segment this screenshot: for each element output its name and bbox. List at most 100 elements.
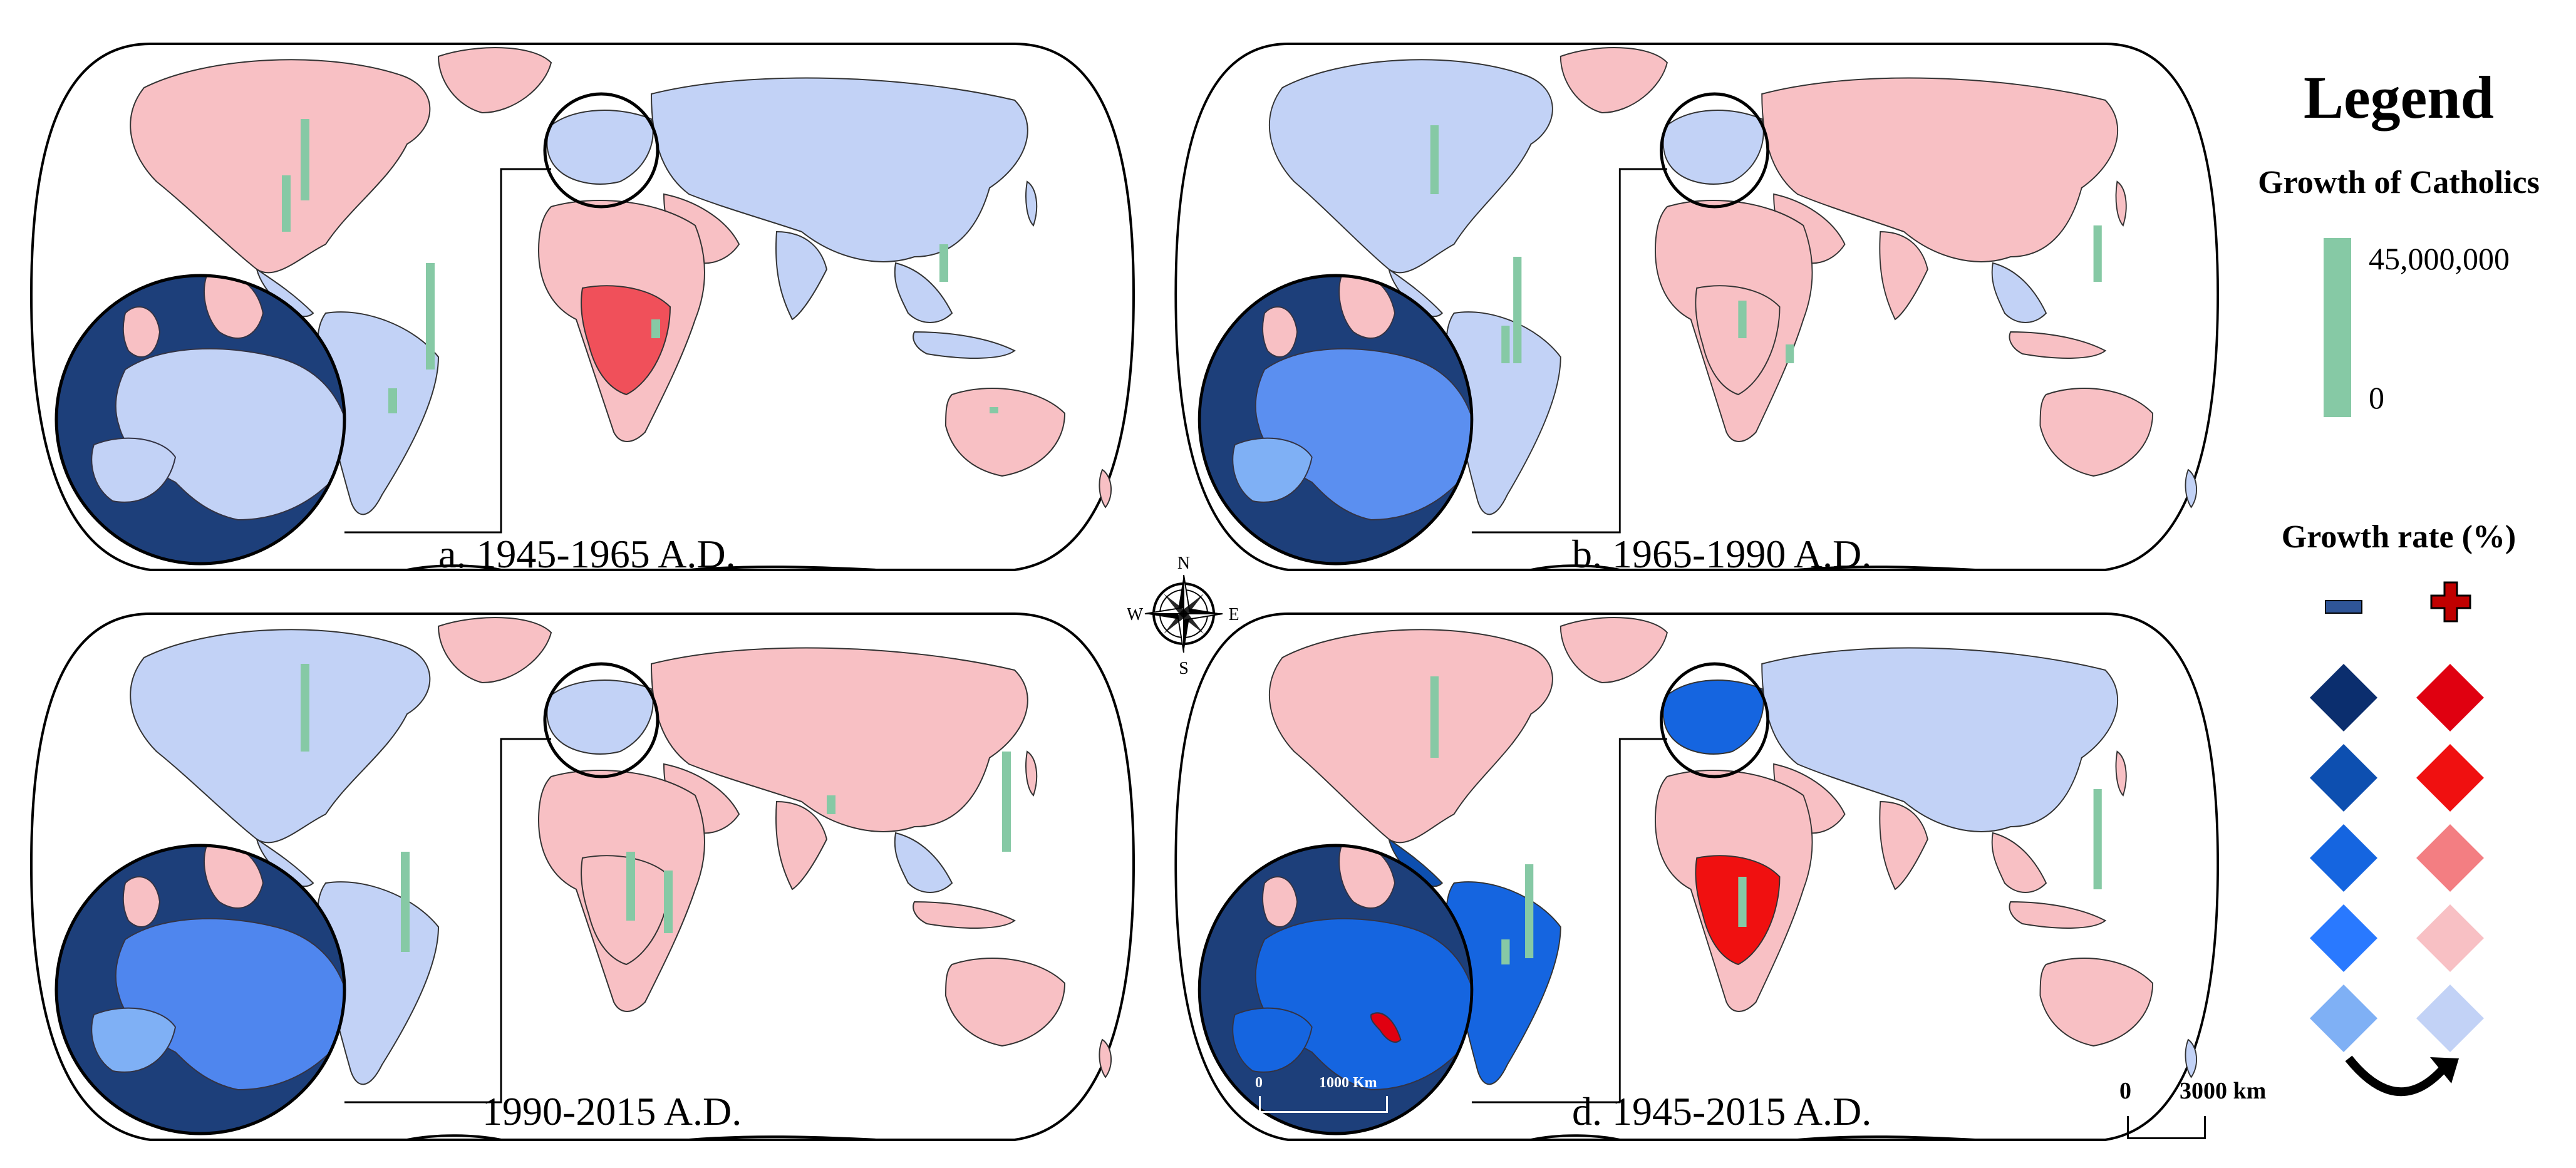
world-map-a bbox=[29, 43, 1135, 571]
diamond-positive-1 bbox=[2416, 664, 2484, 731]
legend-min-label: 0 bbox=[2369, 380, 2384, 415]
region-japan bbox=[1025, 750, 1038, 797]
map-panel-d: d. 1945-2015 A.D. 0 1000 Km bbox=[1146, 589, 2230, 1165]
diamond-negative-2 bbox=[2310, 744, 2377, 812]
region-nz bbox=[2185, 1038, 2198, 1078]
growth-rate-diamonds bbox=[2310, 664, 2484, 1052]
curved-arrow-icon bbox=[2345, 1055, 2459, 1097]
region-indonesia bbox=[2009, 331, 2107, 359]
europe-inset-map bbox=[1199, 845, 1472, 1134]
compass-n: N bbox=[1177, 554, 1190, 573]
diamond-negative-1 bbox=[2310, 664, 2377, 731]
region-namerica bbox=[1268, 59, 1553, 274]
catholic-growth-bar-6 bbox=[1785, 344, 1794, 363]
region-europe bbox=[1662, 110, 1764, 185]
inset-scale-zero: 0 bbox=[1255, 1075, 1263, 1091]
catholic-growth-bar-4 bbox=[2093, 225, 2102, 282]
diamond-negative-5 bbox=[2310, 985, 2377, 1052]
inset-border bbox=[54, 844, 346, 1135]
region-indonesia bbox=[2009, 901, 2107, 929]
catholic-growth-bar-1 bbox=[1430, 125, 1439, 194]
region-japan bbox=[1025, 180, 1038, 227]
catholic-growth-bar-2 bbox=[401, 852, 410, 952]
region-europe bbox=[546, 110, 654, 185]
catholic-growth-bar-5 bbox=[1738, 301, 1747, 338]
inset-border bbox=[54, 274, 346, 566]
antarctica-outline bbox=[406, 1134, 877, 1141]
diamond-positive-2 bbox=[2416, 744, 2484, 812]
region-greenland bbox=[437, 617, 552, 684]
catholic-growth-bar-5 bbox=[1002, 752, 1011, 852]
inset-border bbox=[1197, 844, 1474, 1135]
region-asia bbox=[650, 647, 1028, 832]
inset-scale-d: 0 1000 Km bbox=[1255, 1075, 1409, 1121]
region-india bbox=[775, 800, 828, 891]
region-nz bbox=[1099, 468, 1112, 509]
region-india bbox=[1879, 800, 1928, 891]
region-camerica bbox=[256, 267, 314, 318]
catholic-growth-bar-2 bbox=[1525, 864, 1534, 958]
catholic-growth-bar-1 bbox=[301, 664, 309, 752]
region-seasia bbox=[894, 262, 953, 323]
legend-growth-catholics-title: Growth of Catholics bbox=[2258, 165, 2540, 200]
inset-connector bbox=[1471, 168, 1667, 534]
scale-distance: 3000 km bbox=[2180, 1078, 2267, 1104]
region-camerica bbox=[256, 837, 314, 887]
diamond-negative-3 bbox=[2310, 824, 2377, 892]
diamond-positive-5 bbox=[2416, 985, 2484, 1052]
region-namerica bbox=[130, 59, 431, 274]
region-seasia bbox=[1991, 832, 2047, 893]
region-japan bbox=[2115, 750, 2127, 797]
inset-connector bbox=[344, 168, 551, 534]
region-centralAfrica bbox=[1695, 285, 1781, 396]
map-panel-a: a. 1945-1965 A.D. bbox=[0, 19, 1146, 595]
diamond-negative-4 bbox=[2310, 904, 2377, 972]
region-india bbox=[1879, 230, 1928, 321]
antarctica-outline bbox=[1531, 1134, 1975, 1141]
region-australia bbox=[2039, 388, 2154, 477]
europe-highlight-circle bbox=[1660, 92, 1769, 209]
catholic-growth-bar-1 bbox=[1430, 676, 1439, 758]
plus-icon bbox=[2430, 581, 2471, 623]
catholic-growth-bar-3 bbox=[1501, 326, 1510, 363]
legend-title: Legend bbox=[2303, 64, 2495, 131]
region-centralAfrica bbox=[1695, 855, 1781, 966]
region-camerica bbox=[1388, 267, 1444, 318]
panel-label-d: d. 1945-2015 A.D. bbox=[1572, 1089, 1872, 1134]
europe-inset-map bbox=[56, 845, 344, 1134]
antarctica-outline bbox=[1531, 564, 1975, 571]
region-indonesia bbox=[913, 331, 1016, 359]
legend: Legend Growth of Catholics 45,000,000 0 … bbox=[2230, 25, 2568, 1152]
compass-e: E bbox=[1228, 605, 1239, 624]
legend-max-label: 45,000,000 bbox=[2369, 241, 2510, 276]
europe-highlight-circle bbox=[1660, 662, 1769, 778]
region-asia bbox=[1761, 77, 2119, 262]
region-australia bbox=[944, 388, 1066, 477]
europe-highlight-circle bbox=[543, 662, 660, 778]
catholic-growth-bar-3 bbox=[1738, 877, 1747, 927]
region-namerica bbox=[1268, 629, 1553, 844]
region-japan bbox=[2115, 180, 2127, 227]
antarctica-outline bbox=[406, 564, 877, 571]
catholic-growth-bar-5 bbox=[939, 244, 948, 282]
panel-label-b: b. 1965-1990 A.D. bbox=[1572, 532, 1872, 576]
catholic-growth-bar-2 bbox=[1513, 257, 1522, 363]
europe-inset-map bbox=[56, 276, 344, 564]
region-nz bbox=[1099, 1038, 1112, 1078]
inset-scale-distance: 1000 Km bbox=[1319, 1075, 1377, 1091]
region-seasia bbox=[894, 832, 953, 893]
catholic-growth-bar-4 bbox=[2093, 789, 2102, 889]
region-greenland bbox=[1560, 617, 1668, 684]
world-map-b bbox=[1174, 43, 2219, 571]
catholic-growth-bar-2 bbox=[282, 175, 291, 232]
region-centralAfrica bbox=[581, 285, 671, 396]
compass-rose: N S E W bbox=[1127, 551, 1240, 678]
catholic-growth-bar-3 bbox=[626, 852, 635, 921]
europe-highlight-circle bbox=[543, 92, 660, 209]
map-panel-b: b. 1965-1990 A.D. bbox=[1146, 19, 2230, 595]
inset-connector bbox=[1471, 738, 1667, 1103]
region-australia bbox=[944, 958, 1066, 1047]
region-asia bbox=[1761, 647, 2119, 832]
region-europe bbox=[1662, 680, 1764, 755]
minus-icon bbox=[2325, 600, 2362, 614]
